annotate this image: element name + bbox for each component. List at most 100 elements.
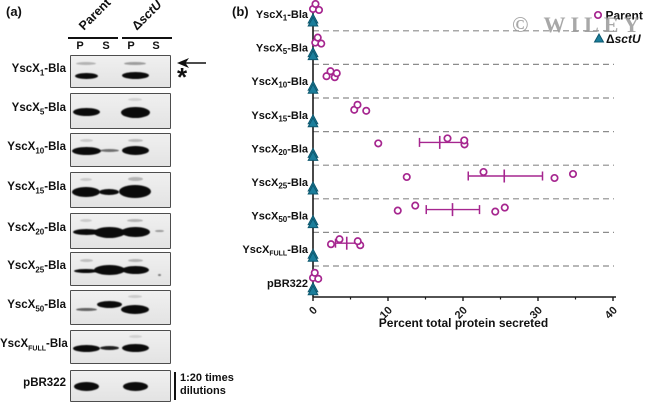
triangle-marker: [307, 150, 319, 161]
blot-box: [70, 133, 171, 167]
blot-band-p1: [79, 138, 93, 142]
blot-box: [70, 93, 171, 129]
blot-band-s2: [154, 229, 164, 233]
blot-box: [70, 370, 171, 402]
blot-row-label: YscXFULL-Bla: [0, 338, 68, 353]
x-tick-label: 0: [307, 304, 320, 317]
blot-band-p1: [72, 344, 100, 352]
scatter-point: [460, 136, 469, 145]
blot-band-p2: [122, 381, 148, 391]
category-label: YscX15-Bla: [251, 110, 308, 124]
scatter-point: [317, 39, 326, 48]
blot-box: [70, 172, 171, 208]
blot-row-label: YscX1-Bla: [11, 62, 66, 77]
blot-band-p2: [121, 266, 149, 274]
legend-sctu-marker: [593, 32, 605, 43]
x-tick-label: 40: [603, 304, 620, 321]
triangle-marker: [307, 116, 319, 128]
scatter-point: [353, 100, 362, 109]
wiley-watermark: © WILEY: [512, 12, 645, 37]
blot-band-p2: [127, 258, 143, 262]
scatter-point: [402, 172, 411, 182]
panel-b-label: (b): [232, 4, 249, 19]
blot-row-label: YscX10-Bla: [7, 141, 66, 156]
blot-band-p1: [74, 72, 98, 79]
scatter-point: [362, 106, 371, 115]
category-label: YscXFULL-Bla: [242, 244, 308, 258]
category-label: YscX5-Bla: [256, 43, 309, 57]
blot-band-p2: [121, 145, 149, 155]
blot-band-p2: [121, 72, 149, 79]
blot-band-p2: [127, 218, 143, 222]
blot-row-label: pBR322: [23, 377, 66, 389]
category-label: YscX10-Bla: [251, 76, 308, 90]
blot-band-p1: [79, 258, 93, 262]
scatter-point: [393, 206, 402, 215]
lane-label-s-3: S: [152, 40, 160, 52]
blot-band-p2: [127, 177, 143, 181]
dilution-note-line2: dilutions: [180, 385, 226, 397]
triangle-marker: [307, 183, 319, 195]
blot-row-label: YscX5-Bla: [11, 102, 66, 117]
scatter-point: [500, 203, 509, 212]
scatter-point: [374, 139, 383, 148]
blot-band-p2: [120, 106, 150, 118]
blot-row-label: YscX15-Bla: [7, 181, 66, 196]
triangle-marker: [307, 49, 319, 61]
blot-band-p2: [121, 305, 149, 314]
blot-band-p1: [75, 307, 97, 312]
blot-box: [70, 290, 171, 325]
triangle-marker: [307, 15, 319, 27]
blot-band-p2: [128, 295, 142, 298]
left-arrow-icon: [177, 58, 206, 68]
legend-parent-label: Parent: [606, 9, 643, 23]
category-label: YscX50-Bla: [251, 211, 308, 225]
blot-band-p2: [127, 138, 143, 142]
blot-band-p1: [72, 108, 100, 116]
blot-band-p1: [72, 229, 100, 235]
scatter-point: [322, 72, 331, 81]
blot-band-p2: [128, 97, 142, 101]
blot-box: [70, 330, 171, 364]
scatter-point: [326, 240, 336, 249]
scatter-point: [550, 173, 559, 183]
legend-parent-marker: [593, 10, 603, 20]
scatter-point: [335, 235, 344, 244]
blot-row-label: YscX25-Bla: [7, 260, 66, 275]
scatter-point: [313, 33, 322, 42]
blot-band-s1: [99, 148, 119, 152]
blot-box: [70, 55, 171, 88]
scatter-point: [491, 207, 500, 216]
blot-row-label: YscX20-Bla: [7, 222, 66, 237]
scatter-point: [353, 237, 362, 246]
blot-band-p2: [121, 344, 149, 352]
sctu-lane-underline: [122, 37, 172, 39]
category-label: YscX20-Bla: [251, 143, 308, 157]
triangle-marker: [307, 251, 319, 262]
blot-band-s1: [99, 189, 119, 195]
blot-band-s1: [99, 346, 119, 350]
scatter-point: [479, 167, 488, 177]
blot-band-s1: [93, 265, 125, 275]
scatter-point: [314, 5, 324, 15]
blot-band-p1: [80, 218, 92, 222]
blot-band-p2: [120, 227, 150, 237]
blot-band-p2: [128, 334, 142, 338]
blot-band-p1: [72, 187, 100, 197]
group-header-sctu: ΔsctU: [129, 0, 165, 33]
scatter-point: [443, 134, 452, 143]
category-label: YscX1-Bla: [256, 9, 309, 23]
triangle-marker: [307, 284, 319, 296]
blot-band-p2: [124, 61, 146, 66]
blot-band-p1: [73, 381, 99, 391]
parent-lane-underline: [68, 37, 118, 39]
asterisk-annotation: *: [177, 62, 188, 92]
scatter-point: [311, 0, 320, 9]
blot-band-p1: [76, 62, 96, 65]
lane-label-p-2: P: [127, 40, 135, 52]
scatter-point: [411, 201, 420, 210]
dilution-note-line1: 1:20 times: [180, 372, 234, 384]
category-label: pBR322: [267, 278, 308, 290]
blot-band-s1: [93, 226, 125, 238]
